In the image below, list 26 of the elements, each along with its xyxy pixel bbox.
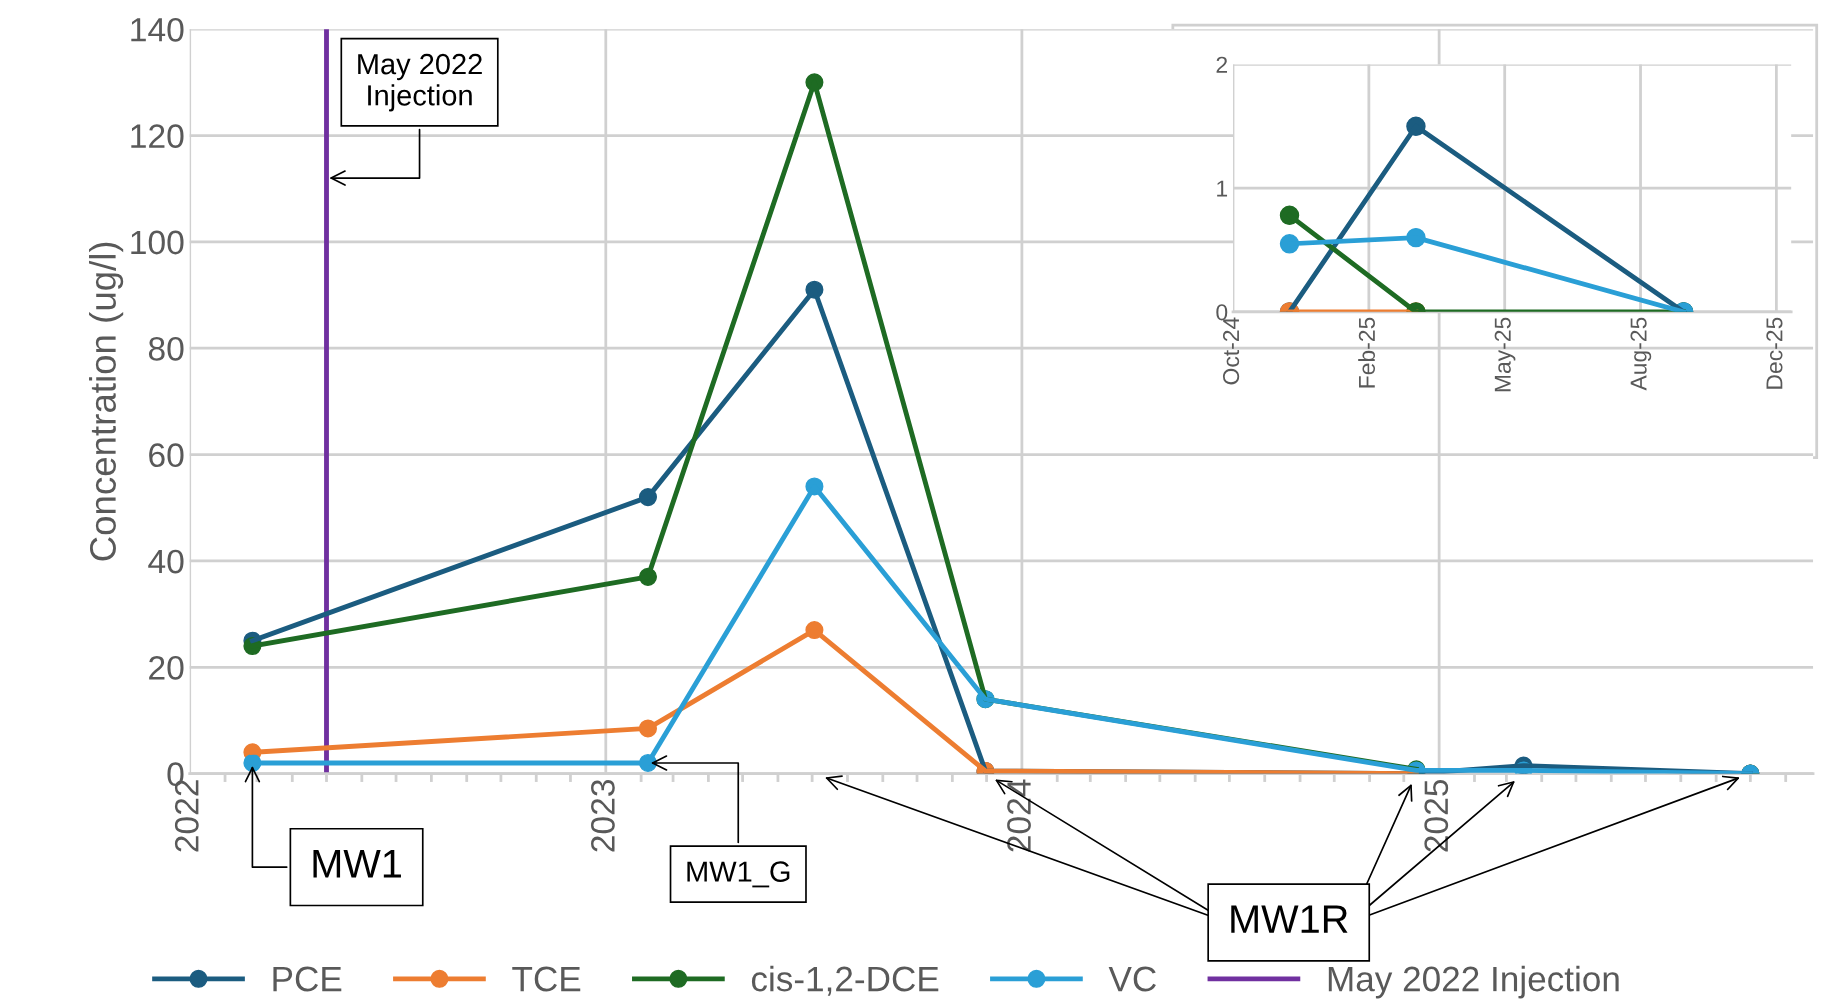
annotation: May 2022 Injection (358, 53, 482, 112)
y-tick-label: 1 (1217, 180, 1228, 197)
annotation: MW1 (313, 850, 401, 878)
x-tick-label: Aug-25 (1630, 317, 1652, 391)
legend-label: VC (1108, 966, 1156, 992)
y-axis-title: Concentration (ug/l) (89, 242, 124, 561)
legend-label: PCE (273, 966, 342, 992)
y-tick-label: 20 (149, 655, 184, 680)
x-tick-label: Feb-25 (1358, 317, 1376, 388)
x-tick-label: 2023 (591, 779, 615, 852)
legend-label: May 2022 Injection (1328, 965, 1619, 999)
x-tick-label: May-25 (1494, 317, 1516, 392)
x-tick-label: Dec-25 (1766, 317, 1783, 389)
annotation: MW1_G (687, 861, 790, 888)
y-tick-label: 140 (131, 17, 184, 42)
y-tick-label: 120 (131, 124, 184, 149)
y-tick-label: 40 (148, 549, 184, 574)
text: MW1R (1231, 905, 1348, 933)
y-tick-label: 80 (148, 336, 184, 361)
legend-label: cis-1,2-DCE (751, 965, 939, 996)
x-tick-label: 2025 (1424, 779, 1449, 852)
y-tick-label: 100 (131, 230, 184, 255)
legend-label: TCE (512, 966, 581, 992)
y-tick-label: 2 (1216, 56, 1228, 73)
x-tick-label: 2024 (1007, 779, 1031, 852)
y-tick-label: 60 (149, 443, 184, 468)
